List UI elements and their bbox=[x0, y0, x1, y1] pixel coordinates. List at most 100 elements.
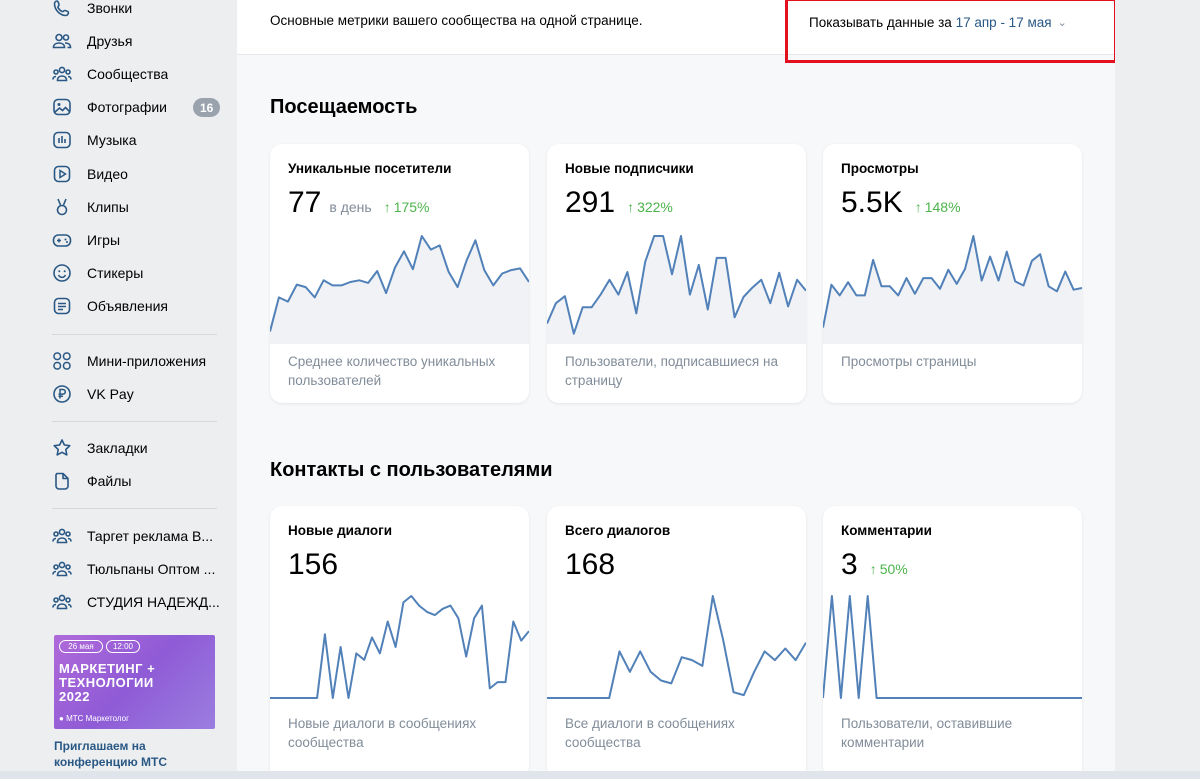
smile-icon bbox=[52, 263, 72, 283]
metric-card[interactable]: Новые подписчики 291 ↑ 322% Пользователи, по… bbox=[547, 144, 806, 403]
sidebar-item[interactable]: Мини-приложения bbox=[52, 346, 227, 376]
metric-card[interactable]: Просмотры 5.5K ↑ 148% Просмотры страницы bbox=[823, 144, 1082, 403]
sidebar-item-label: Стикеры bbox=[87, 265, 144, 281]
sidebar-item[interactable]: Друзья bbox=[52, 26, 227, 56]
notification-badge: 16 bbox=[193, 98, 221, 117]
music-icon bbox=[52, 130, 72, 150]
chevron-down-icon[interactable]: ⌄ bbox=[1057, 17, 1067, 29]
sidebar-item-label: Файлы bbox=[87, 473, 132, 489]
right-gutter bbox=[1115, 0, 1200, 779]
promo-caption-link[interactable]: Приглашаем на конференцию МТС bbox=[54, 739, 168, 769]
date-range-prefix: Показывать данные за bbox=[809, 15, 952, 30]
arrow-up-icon: ↑ bbox=[914, 199, 922, 215]
sidebar-item[interactable]: СТУДИЯ НАДЕЖД... bbox=[52, 587, 227, 617]
metric-description: Все диалоги в сообщениях сообщества bbox=[565, 716, 735, 750]
sidebar-item[interactable]: Файлы bbox=[52, 466, 227, 496]
bottom-strip bbox=[0, 771, 1200, 779]
chart-series-line bbox=[823, 235, 1082, 328]
section-title-attendance: Посещаемость bbox=[270, 96, 418, 118]
sidebar-divider bbox=[52, 334, 217, 335]
metric-description: Новые диалоги в сообщениях сообщества bbox=[288, 716, 477, 750]
date-range-highlight: Показывать данные за 17 апр - 17 мая ⌄ bbox=[785, 0, 1117, 63]
sidebar-item[interactable]: VK Pay bbox=[52, 379, 227, 409]
file-icon bbox=[52, 471, 72, 491]
metric-card[interactable]: Уникальные посетители 77 в день ↑ 175% Средне… bbox=[270, 144, 529, 403]
sidebar-item-label: Видео bbox=[87, 166, 128, 182]
arrow-up-icon: ↑ bbox=[627, 199, 635, 215]
sidebar-item[interactable]: Звонки bbox=[52, 0, 227, 23]
sparkline-chart bbox=[547, 235, 806, 344]
sidebar-item-label: Мини-приложения bbox=[87, 353, 207, 369]
phone-icon bbox=[52, 0, 72, 18]
growth-value: 175% bbox=[393, 199, 430, 215]
clips-icon bbox=[52, 197, 72, 217]
date-range-selector[interactable]: Показывать данные за 17 апр - 17 мая ⌄ bbox=[809, 15, 1067, 30]
sidebar-item-label: VK Pay bbox=[87, 386, 134, 402]
sparkline-chart bbox=[270, 595, 529, 699]
section-title-contacts: Контакты с пользователями bbox=[270, 459, 553, 481]
promo-banner[interactable]: 26 мая 12:00 МАРКЕТИНГ + ТЕХНОЛОГИИ 2022… bbox=[54, 635, 215, 729]
arrow-up-icon: ↑ bbox=[869, 561, 877, 577]
sidebar-item[interactable]: Клипы bbox=[52, 192, 227, 222]
metric-value-row: 168 bbox=[565, 548, 615, 582]
metric-title: Новые подписчики bbox=[565, 161, 694, 176]
sidebar-item[interactable]: Сообщества bbox=[52, 59, 227, 89]
metric-value-row: 291 ↑ 322% bbox=[565, 186, 673, 220]
grid-icon bbox=[52, 351, 72, 371]
sidebar-item-label: Фотографии bbox=[87, 99, 168, 115]
promo-headline: МАРКЕТИНГ + ТЕХНОЛОГИИ 2022 bbox=[59, 662, 214, 704]
sidebar-item-label: Клипы bbox=[87, 199, 129, 215]
metric-value-row: 3 ↑ 50% bbox=[841, 548, 908, 582]
metric-description: Пользователи, подписавшиеся на страницу bbox=[565, 354, 778, 388]
metric-value: 156 bbox=[288, 548, 339, 581]
metric-title: Уникальные посетители bbox=[288, 161, 452, 176]
metric-title: Новые диалоги bbox=[288, 523, 393, 538]
metric-description: Пользователи, оставившие комментарии bbox=[841, 716, 1013, 750]
metric-value-row: 77 в день ↑ 175% bbox=[288, 186, 430, 220]
metric-value-row: 5.5K ↑ 148% bbox=[841, 186, 961, 220]
growth-value: 50% bbox=[879, 561, 908, 577]
video-icon bbox=[52, 164, 72, 184]
sparkline-chart bbox=[547, 595, 806, 699]
sidebar-item[interactable]: Видео bbox=[52, 159, 227, 189]
sidebar-item-label: Сообщества bbox=[87, 66, 169, 82]
chart-series-line bbox=[547, 235, 806, 335]
sidebar-item[interactable]: Тюльпаны Оптом ... bbox=[52, 554, 227, 584]
sidebar-item[interactable]: Стикеры bbox=[52, 258, 227, 288]
sidebar-item-label: Таргет реклама В... bbox=[87, 528, 214, 544]
metric-card[interactable]: Комментарии 3 ↑ 50% Пользователи, оставившие… bbox=[823, 506, 1082, 779]
sidebar-item-label: Игры bbox=[87, 232, 121, 248]
promo-brand: ● МТС Маркетолог bbox=[59, 714, 130, 723]
promo-brand-text: МТС Маркетолог bbox=[66, 714, 130, 723]
sidebar-item-label: Звонки bbox=[87, 0, 133, 16]
metric-description: Просмотры страницы bbox=[841, 354, 977, 369]
sidebar-item[interactable]: Объявления bbox=[52, 291, 227, 321]
promo-headline-line: 2022 bbox=[59, 689, 90, 704]
metric-card[interactable]: Всего диалогов 168 Все диалоги в сообщения… bbox=[547, 506, 806, 779]
growth-indicator: ↑ 175% bbox=[384, 199, 430, 215]
sidebar-item[interactable]: Игры bbox=[52, 225, 227, 255]
friends-icon bbox=[52, 31, 72, 51]
growth-value: 148% bbox=[924, 199, 961, 215]
metric-title: Комментарии bbox=[841, 523, 932, 538]
sidebar-item[interactable]: Фотографии 16 bbox=[52, 92, 227, 122]
stats-header: Основные метрики вашего сообщества на од… bbox=[237, 0, 1115, 55]
sidebar-item-label: Объявления bbox=[87, 298, 168, 314]
sidebar-item[interactable]: Таргет реклама В... bbox=[52, 521, 227, 551]
sidebar-item-label: Тюльпаны Оптом ... bbox=[87, 561, 216, 577]
sidebar-item[interactable]: Закладки bbox=[52, 433, 227, 463]
metric-description: Среднее количество уникальных пользовате… bbox=[288, 354, 496, 388]
stats-main: Основные метрики вашего сообщества на од… bbox=[237, 0, 1117, 779]
arrow-up-icon: ↑ bbox=[383, 199, 391, 215]
metric-value: 5.5K bbox=[841, 186, 903, 219]
metric-card[interactable]: Новые диалоги 156 Новые диалоги в сообщени… bbox=[270, 506, 529, 779]
sidebar-item-label: Друзья bbox=[87, 33, 133, 49]
communities-icon bbox=[52, 64, 72, 84]
gamepad-icon bbox=[52, 230, 72, 250]
chart-area-fill bbox=[270, 236, 529, 344]
chart-series-line bbox=[270, 595, 529, 699]
sidebar-item[interactable]: Музыка bbox=[52, 125, 227, 155]
date-range-value[interactable]: 17 апр - 17 мая bbox=[955, 15, 1052, 30]
group-icon bbox=[52, 592, 72, 612]
sparkline-chart bbox=[823, 595, 1082, 699]
